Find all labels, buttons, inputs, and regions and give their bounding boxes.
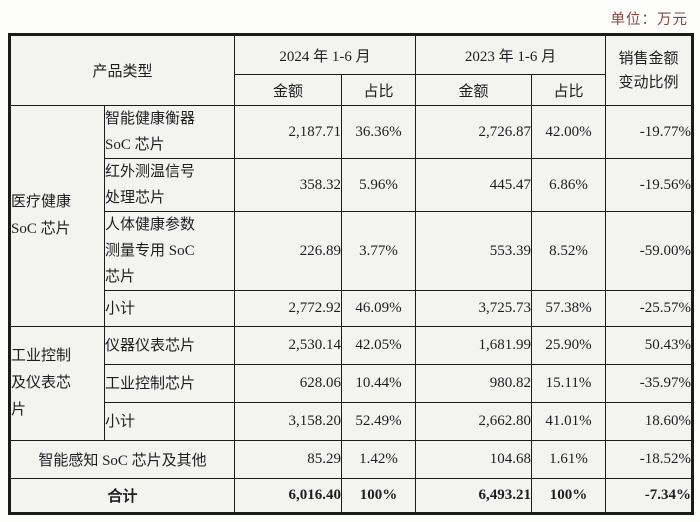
cell-ratio-2024: 52.49% bbox=[341, 402, 417, 441]
row-smart-health-scale-soc: 医疗健康 SoC 芯片 智能健康衡器 SoC 芯片 2,187.71 36.36… bbox=[9, 105, 694, 327]
cell-ratio-2024: 1.42% bbox=[341, 440, 417, 479]
cell-product-name: 红外测温信号 处理芯片 bbox=[103, 158, 236, 212]
header-row-periods: 产品类型 2024 年 1-6 月 2023 年 1-6 月 销售金额 变动比例 bbox=[8, 34, 694, 106]
row-smart-sensing-other: 智能感知 SoC 芯片及其他 85.29 1.42% 104.68 1.61% … bbox=[8, 440, 694, 479]
cell-subtotal-label: 小计 bbox=[103, 290, 236, 327]
cell-product-name: 仪器仪表芯片 bbox=[103, 326, 236, 365]
cell-ratio-2024: 46.09% bbox=[341, 290, 417, 327]
header-row-measures: 金额 占比 金额 占比 bbox=[10, 74, 693, 106]
cell-ratio-2024: 42.05% bbox=[341, 326, 417, 365]
cell-amount-2023: 6,493.21 bbox=[415, 478, 533, 514]
row-total: 合计 6,016.40 100% 6,493.21 100% -7.34% bbox=[8, 478, 694, 514]
cell-amount-2023: 2,726.87 bbox=[415, 105, 533, 159]
cell-amount-2023: 3,725.73 bbox=[415, 290, 533, 327]
cell-ratio-2024: 100% bbox=[341, 478, 417, 514]
cell-amount-2023: 104.68 bbox=[415, 440, 533, 479]
cell-change-ratio: -19.77% bbox=[605, 105, 694, 159]
header-ratio-2024: 占比 bbox=[341, 74, 417, 106]
cell-amount-2023: 980.82 bbox=[415, 364, 533, 403]
cell-amount-2024: 226.89 bbox=[234, 211, 343, 291]
group-label-medical-soc: 医疗健康 SoC 芯片 bbox=[9, 105, 105, 327]
cell-amount-2023: 1,681.99 bbox=[415, 326, 533, 365]
cell-ratio-2023: 15.11% bbox=[531, 364, 607, 403]
cell-amount-2024: 358.32 bbox=[234, 158, 343, 212]
cell-amount-2024: 3,158.20 bbox=[234, 402, 343, 441]
cell-category-name: 智能感知 SoC 芯片及其他 bbox=[8, 440, 236, 479]
cell-amount-2023: 2,662.80 bbox=[415, 402, 533, 441]
unit-label: 单位：万元 bbox=[610, 12, 688, 28]
row-human-health-param-soc: 人体健康参数 测量专用 SoC 芯片 226.89 3.77% 553.39 8… bbox=[10, 211, 694, 291]
header-amount-2024: 金额 bbox=[234, 74, 343, 106]
row-infrared-temp-signal: 红外测温信号 处理芯片 358.32 5.96% 445.47 6.86% -1… bbox=[10, 158, 694, 212]
header-period-2024: 2024 年 1-6 月 bbox=[234, 34, 417, 75]
cell-amount-2024: 6,016.40 bbox=[234, 478, 343, 514]
cell-ratio-2023: 41.01% bbox=[531, 402, 607, 441]
cell-ratio-2024: 36.36% bbox=[341, 105, 417, 159]
product-sales-table: 产品类型 2024 年 1-6 月 2023 年 1-6 月 销售金额 变动比例… bbox=[8, 33, 695, 515]
row-industrial-control-chip: 工业控制芯片 628.06 10.44% 980.82 15.11% -35.9… bbox=[10, 364, 694, 403]
header-change-ratio: 销售金额 变动比例 bbox=[605, 34, 694, 106]
cell-change-ratio: -35.97% bbox=[605, 364, 694, 403]
cell-ratio-2023: 42.00% bbox=[531, 105, 607, 159]
cell-change-ratio: -59.00% bbox=[605, 211, 694, 291]
cell-ratio-2024: 5.96% bbox=[341, 158, 417, 212]
cell-product-name: 智能健康衡器 SoC 芯片 bbox=[103, 105, 236, 159]
cell-change-ratio: -18.52% bbox=[605, 440, 694, 479]
cell-ratio-2023: 100% bbox=[531, 478, 607, 514]
cell-amount-2024: 2,187.71 bbox=[234, 105, 343, 159]
cell-ratio-2023: 8.52% bbox=[531, 211, 607, 291]
cell-subtotal-label: 小计 bbox=[103, 402, 236, 441]
row-industrial-subtotal: 小计 3,158.20 52.49% 2,662.80 41.01% 18.60… bbox=[10, 402, 694, 441]
cell-amount-2024: 2,530.14 bbox=[234, 326, 343, 365]
cell-ratio-2023: 57.38% bbox=[531, 290, 607, 327]
cell-total-label: 合计 bbox=[8, 478, 236, 514]
header-product-type: 产品类型 bbox=[8, 34, 236, 106]
cell-ratio-2023: 1.61% bbox=[531, 440, 607, 479]
cell-amount-2024: 85.29 bbox=[234, 440, 343, 479]
cell-amount-2024: 628.06 bbox=[234, 364, 343, 403]
group-label-industrial: 工业控制 及仪表芯 片 bbox=[9, 326, 105, 441]
cell-ratio-2023: 25.90% bbox=[531, 326, 607, 365]
cell-product-name: 工业控制芯片 bbox=[103, 364, 236, 403]
header-amount-2023: 金额 bbox=[415, 74, 533, 106]
cell-amount-2023: 553.39 bbox=[415, 211, 533, 291]
cell-change-ratio: 50.43% bbox=[605, 326, 694, 365]
cell-amount-2023: 445.47 bbox=[415, 158, 533, 212]
header-period-2023: 2023 年 1-6 月 bbox=[415, 34, 607, 75]
cell-change-ratio: -19.56% bbox=[605, 158, 694, 212]
cell-change-ratio: 18.60% bbox=[605, 402, 694, 441]
cell-ratio-2023: 6.86% bbox=[531, 158, 607, 212]
cell-ratio-2024: 10.44% bbox=[341, 364, 417, 403]
cell-amount-2024: 2,772.92 bbox=[234, 290, 343, 327]
header-ratio-2023: 占比 bbox=[531, 74, 607, 106]
row-medical-subtotal: 小计 2,772.92 46.09% 3,725.73 57.38% -25.5… bbox=[10, 290, 694, 327]
cell-change-ratio: -7.34% bbox=[605, 478, 694, 514]
cell-ratio-2024: 3.77% bbox=[341, 211, 417, 291]
row-instrument-chip: 工业控制 及仪表芯 片 仪器仪表芯片 2,530.14 42.05% 1,681… bbox=[9, 326, 694, 441]
cell-change-ratio: -25.57% bbox=[605, 290, 694, 327]
cell-product-name: 人体健康参数 测量专用 SoC 芯片 bbox=[103, 211, 236, 291]
